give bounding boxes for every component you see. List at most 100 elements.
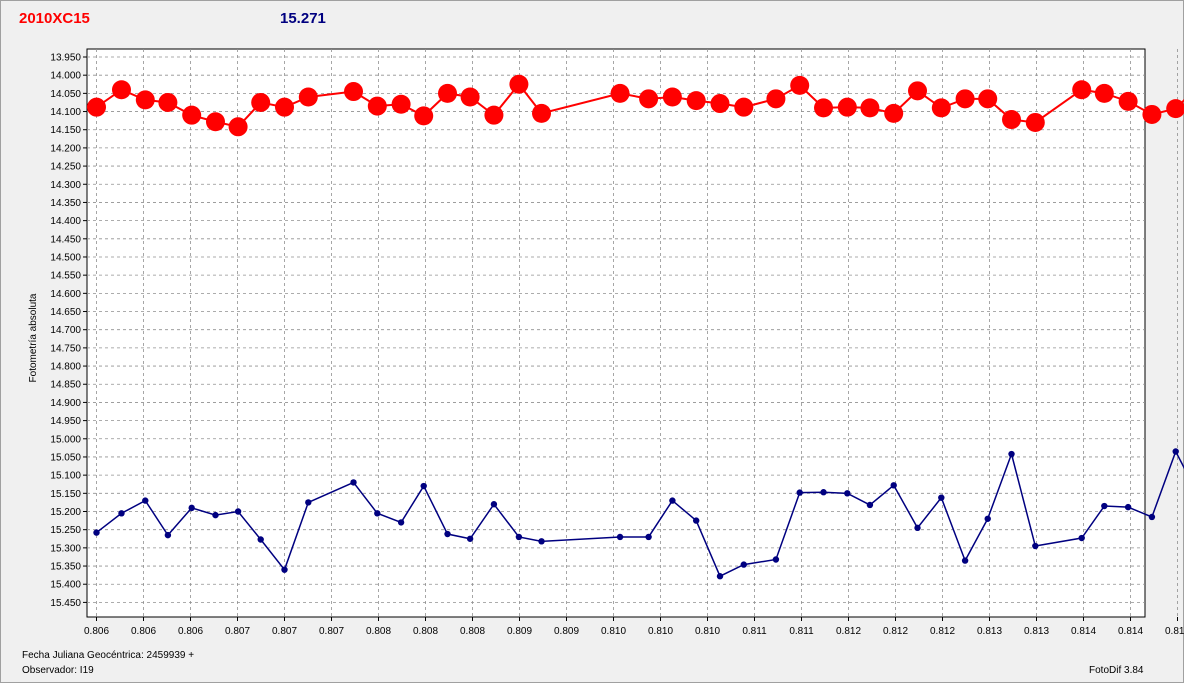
y-tick-label: 15.100 (50, 471, 81, 482)
comparison-point (257, 536, 264, 543)
asteroid-point (978, 89, 998, 109)
comparison-point (1101, 502, 1108, 510)
asteroid-point (205, 112, 225, 132)
y-tick-label: 14.350 (50, 198, 81, 209)
comparison-point (515, 533, 523, 541)
comparison-point (645, 533, 652, 541)
comparison-point (142, 497, 149, 504)
comparison-point (305, 499, 312, 506)
asteroid-point (414, 106, 434, 126)
asteroid-point (484, 105, 504, 125)
comparison-point (866, 501, 874, 509)
y-tick-label: 15.350 (50, 562, 81, 573)
y-tick-label: 14.850 (50, 380, 81, 391)
comparison-point (692, 517, 700, 524)
comparison-point (796, 489, 803, 496)
asteroid-point (814, 98, 834, 118)
comparison-point (420, 482, 427, 490)
y-tick-label: 15.150 (50, 489, 81, 500)
asteroid-series (87, 74, 1184, 137)
comparison-point (188, 504, 195, 512)
asteroid-point (790, 75, 810, 95)
comparison-point (397, 519, 405, 526)
comparison-point (164, 531, 172, 539)
asteroid-point (837, 97, 857, 117)
asteroid-point (1142, 104, 1162, 124)
reference-magnitude: 15.271 (280, 10, 326, 27)
comparison-point (1032, 542, 1039, 550)
comparison-point (740, 561, 747, 568)
y-tick-label: 14.800 (50, 362, 81, 373)
comparison-point (1124, 503, 1132, 511)
y-tick-label: 15.000 (50, 434, 81, 445)
asteroid-point (460, 87, 480, 107)
asteroid-point (438, 83, 458, 103)
x-tick-labels: 0.806 0.806 0.806 0.807 0.807 0.807 0.808 0.808… (84, 626, 1184, 637)
y-tick-label: 14.250 (50, 162, 81, 173)
x-tick-label: 0.806 (131, 626, 156, 637)
comparison-point (538, 538, 545, 545)
asteroid-point (228, 117, 248, 137)
x-tick-label: 0.812 (930, 626, 955, 637)
y-tick-labels: 13.950 14.000 14.050 14.100 14.150 14.200 14.2… (50, 53, 81, 609)
asteroid-point (766, 89, 786, 109)
comparison-point (374, 510, 381, 517)
asteroid-point (1025, 112, 1045, 132)
y-tick-label: 13.950 (50, 53, 81, 64)
asteroid-point (1094, 83, 1114, 103)
asteroid-point (158, 92, 178, 112)
comparison-point (281, 566, 288, 573)
y-tick-label: 14.000 (50, 71, 81, 82)
comparison-point (444, 530, 451, 538)
y-tick-label: 14.450 (50, 234, 81, 245)
y-tick-label: 15.450 (50, 598, 81, 609)
asteroid-point (509, 74, 529, 94)
comparison-point (1172, 448, 1179, 455)
x-tick-label: 0.812 (883, 626, 908, 637)
comparison-point (234, 508, 242, 515)
asteroid-point (532, 103, 552, 123)
julian-date-label: Fecha Juliana Geocéntrica: 2459939 + (22, 650, 195, 661)
x-tick-label: 0.809 (507, 626, 532, 637)
observer-label: Observador: I19 (22, 665, 94, 676)
y-tick-label: 14.050 (50, 89, 81, 100)
comparison-point (1078, 534, 1085, 542)
asteroid-point (135, 90, 155, 110)
comparison-point (118, 510, 125, 517)
y-tick-label: 15.400 (50, 580, 81, 591)
x-tick-label: 0.808 (460, 626, 485, 637)
comparison-point (669, 497, 676, 504)
y-tick-label: 15.250 (50, 525, 81, 536)
asteroid-point (610, 83, 630, 103)
y-tick-label: 14.550 (50, 271, 81, 282)
x-tick-label: 0.807 (225, 626, 250, 637)
comparison-point (984, 515, 991, 522)
y-axis-label: Fotometría absoluta (28, 293, 39, 382)
comparison-point (490, 501, 498, 508)
asteroid-point (275, 97, 294, 117)
asteroid-point (1002, 110, 1022, 130)
x-tick-label: 0.810 (695, 626, 720, 637)
asteroid-point (860, 98, 880, 118)
comparison-point (616, 533, 624, 541)
asteroid-point (1118, 91, 1138, 111)
comparison-point (716, 573, 724, 580)
comparison-point (961, 557, 969, 564)
x-tick-label: 0.812 (836, 626, 861, 637)
y-tick-label: 14.100 (50, 107, 81, 118)
comparison-series (93, 448, 1184, 580)
asteroid-point (298, 87, 318, 107)
x-tick-label: 0.807 (319, 626, 344, 637)
x-tick-label: 0.811 (789, 626, 814, 637)
asteroid-point (391, 94, 411, 114)
comparison-point (820, 489, 827, 496)
y-tick-label: 14.600 (50, 289, 81, 300)
asteroid-point (686, 91, 706, 111)
asteroid-point (367, 96, 387, 116)
comparison-point (93, 529, 100, 536)
y-tick-label: 14.650 (50, 307, 81, 318)
x-tick-label: 0.806 (84, 626, 109, 637)
asteroid-point (734, 97, 754, 117)
comparison-point (350, 479, 357, 486)
